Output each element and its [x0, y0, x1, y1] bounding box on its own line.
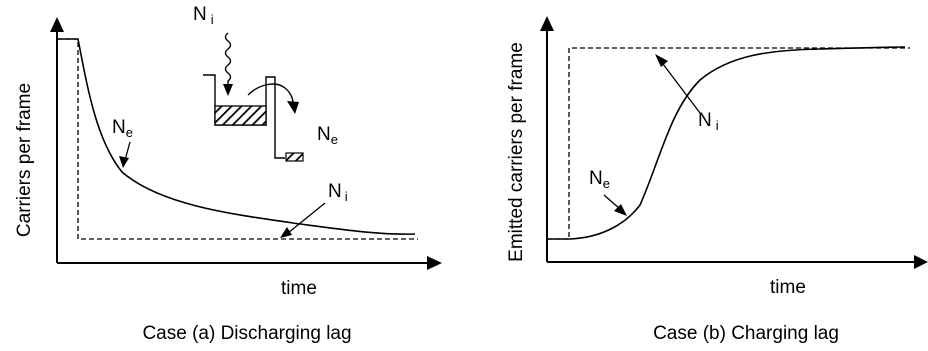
panel-a-emitted-pointer — [124, 141, 131, 161]
panel-b-x-axis-label: time — [770, 277, 806, 298]
panel-a-y-axis-label: Carriers per frame — [14, 83, 35, 237]
inset-emitted-charge — [285, 152, 304, 162]
inset-well-charge — [214, 105, 267, 126]
panel-a-y-arrowhead — [50, 17, 64, 32]
inset-photon-squiggle-icon — [224, 32, 232, 86]
panel-b-emitted-curve — [547, 46, 906, 240]
panel-a-emitted-label: Ne — [112, 117, 133, 140]
panel-b-caption: Case (b) Charging lag — [653, 323, 839, 344]
inset-photon-arrowhead — [223, 84, 233, 96]
panel-b-emitted-label: Ne — [589, 168, 610, 191]
panel-a-caption: Case (a) Discharging lag — [142, 323, 351, 344]
panel-b-x-arrowhead — [914, 255, 928, 269]
panel-a-emitted-pointer-head — [119, 156, 129, 168]
panel-b-y-axis-label: Emitted carriers per frame — [506, 42, 527, 262]
panel-b-injected-pointer-head — [655, 54, 668, 67]
panel-b-injected-dashed-curve — [547, 47, 910, 240]
panel-b-y-arrowhead — [540, 16, 554, 31]
inset-well-outline — [203, 74, 285, 159]
panel-b-injected-pointer — [662, 63, 701, 114]
panel-a-emitted-curve — [57, 38, 416, 235]
panel-a-injected-pointer — [287, 202, 326, 234]
panel-a-injected-dashed-curve — [57, 38, 418, 240]
panel-b-emitted-pointer-head — [614, 204, 627, 216]
inset-escape-arrowhead — [287, 101, 299, 114]
panel-a-injected-pointer-head — [280, 227, 292, 238]
inset-outgoing-label: Ne — [317, 124, 338, 147]
panel-b-emitted-pointer — [603, 194, 621, 210]
panel-a-x-axis-label: time — [281, 278, 317, 299]
panel-a-x-arrowhead — [427, 256, 442, 270]
inset-escape-arrow — [247, 83, 294, 104]
